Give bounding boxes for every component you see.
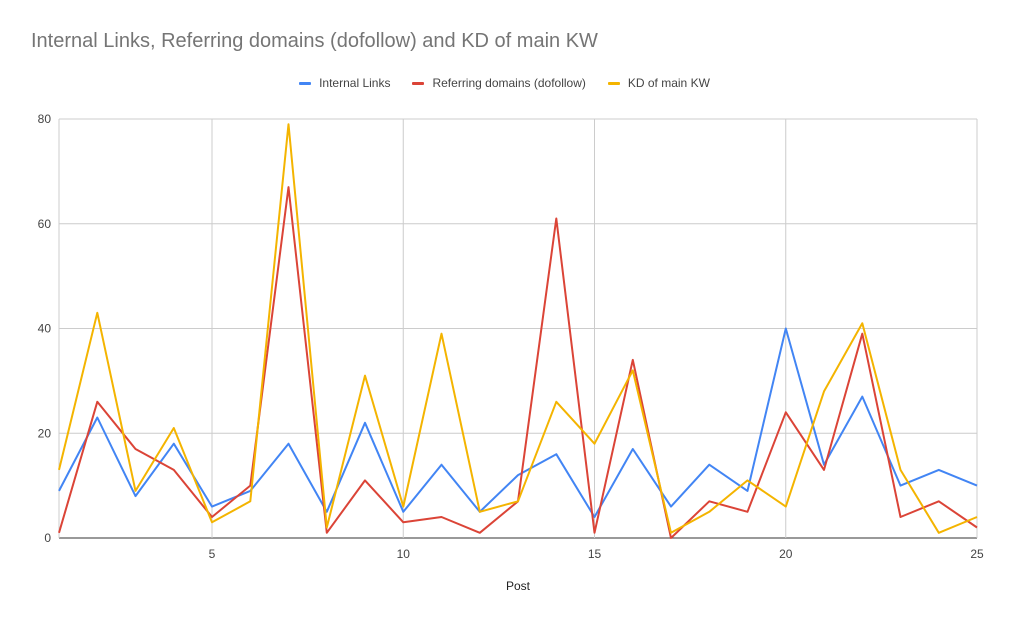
legend-item-kd-main-kw[interactable]: KD of main KW bbox=[607, 76, 710, 90]
legend-item-internal-links[interactable]: Internal Links bbox=[299, 76, 390, 90]
tick-labels: 0 20 40 60 80 5 10 15 20 25 bbox=[38, 112, 984, 561]
legend-label: Internal Links bbox=[319, 76, 391, 90]
legend-item-referring-domains[interactable]: Referring domains (dofollow) bbox=[412, 76, 586, 90]
legend-label: Referring domains (dofollow) bbox=[432, 76, 586, 90]
legend-swatch bbox=[412, 81, 425, 85]
x-tick-label: 5 bbox=[209, 547, 216, 561]
y-tick-label: 40 bbox=[38, 322, 52, 336]
y-tick-label: 20 bbox=[38, 426, 52, 440]
x-tick-label: 10 bbox=[397, 547, 411, 561]
chart-title: Internal Links, Referring domains (dofol… bbox=[31, 30, 598, 52]
x-tick-label: 15 bbox=[588, 547, 602, 561]
legend-swatch bbox=[607, 81, 620, 85]
x-tick-label: 20 bbox=[779, 547, 793, 561]
x-tick-label: 25 bbox=[970, 547, 984, 561]
legend-label: KD of main KW bbox=[627, 76, 710, 90]
legend-swatch bbox=[299, 81, 312, 85]
x-axis-title: Post bbox=[506, 579, 531, 593]
legend: Internal Links Referring domains (dofoll… bbox=[0, 76, 1009, 90]
y-tick-label: 60 bbox=[38, 217, 52, 231]
series-line-kd-of-main-kw bbox=[58, 123, 978, 534]
series-lines bbox=[58, 123, 978, 539]
y-tick-label: 0 bbox=[44, 531, 51, 545]
series-line-internal-links bbox=[58, 327, 978, 518]
y-tick-label: 80 bbox=[38, 112, 52, 126]
